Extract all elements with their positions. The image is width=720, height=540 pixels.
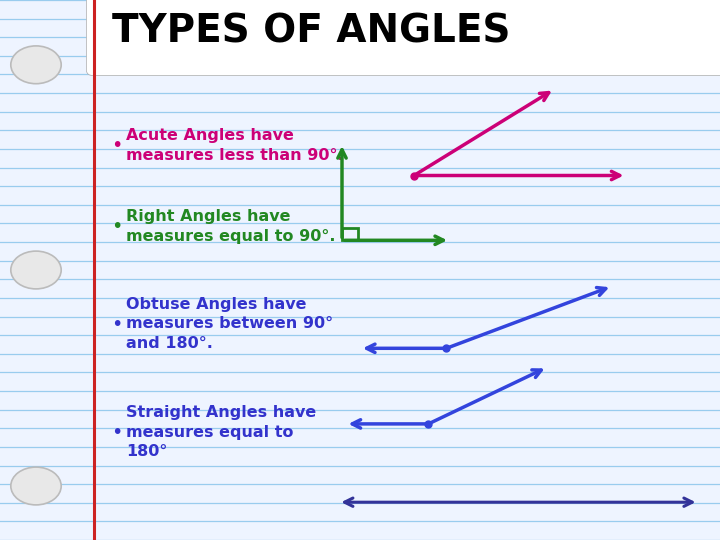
Circle shape xyxy=(11,467,61,505)
Bar xyxy=(342,228,358,240)
Text: •: • xyxy=(112,217,123,237)
Text: Right Angles have
measures equal to 90°.: Right Angles have measures equal to 90°. xyxy=(126,210,336,244)
Text: Obtuse Angles have
measures between 90°
and 180°.: Obtuse Angles have measures between 90° … xyxy=(126,296,333,352)
Text: Straight Angles have
measures equal to
180°: Straight Angles have measures equal to 1… xyxy=(126,404,316,460)
Text: •: • xyxy=(112,136,123,156)
Text: Acute Angles have
measures less than 90°.: Acute Angles have measures less than 90°… xyxy=(126,129,343,163)
Text: TYPES OF ANGLES: TYPES OF ANGLES xyxy=(112,12,510,51)
Circle shape xyxy=(11,46,61,84)
Text: •: • xyxy=(112,314,123,334)
Circle shape xyxy=(11,251,61,289)
FancyBboxPatch shape xyxy=(86,0,720,76)
Text: •: • xyxy=(112,422,123,442)
